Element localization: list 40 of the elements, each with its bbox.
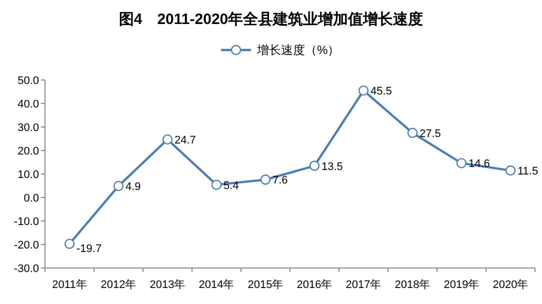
- legend: 增长速度（%）: [221, 43, 340, 57]
- y-tick-label: -10.0: [14, 216, 39, 228]
- x-tick-label: 2014年: [198, 279, 234, 291]
- y-tick-label: -20.0: [14, 240, 39, 252]
- data-label: -19.7: [76, 242, 102, 255]
- data-label: 7.6: [272, 174, 288, 187]
- point: [456, 158, 467, 168]
- x-tick-label: 2020年: [492, 279, 528, 291]
- y-tick-label: -30.0: [14, 263, 39, 275]
- point: [260, 174, 271, 185]
- x-tick-label: 2019年: [444, 279, 480, 291]
- x-tick-label: 2017年: [346, 279, 382, 291]
- data-label: 45.5: [370, 86, 392, 98]
- y-tick-label: 40.0: [18, 98, 39, 110]
- data-label: 27.5: [420, 128, 441, 140]
- x-tick-label: 2016年: [296, 279, 332, 291]
- y-tick-label: 10.0: [18, 169, 39, 181]
- x-tick-label: 2011年: [52, 279, 87, 291]
- y-tick-label: 20.0: [18, 146, 39, 158]
- data-label: 11.5: [518, 165, 538, 178]
- x-tick-label: 2018年: [394, 279, 430, 291]
- x-tick-label: 2013年: [150, 279, 186, 291]
- x-tick-label: 2015年: [248, 279, 284, 291]
- data-label: 24.7: [174, 134, 196, 146]
- point: [309, 160, 320, 171]
- x-tick-label: 2012年: [100, 279, 136, 291]
- y-tick-label: 50.0: [18, 75, 39, 87]
- point: [113, 180, 124, 192]
- legend-label: 增长速度（%）: [256, 43, 340, 57]
- point: [162, 134, 173, 145]
- point: [358, 85, 369, 96]
- data-label: 13.5: [322, 160, 343, 173]
- point: [505, 165, 516, 176]
- point: [64, 238, 75, 249]
- point: [407, 128, 418, 138]
- point: [211, 180, 222, 190]
- y-tick-label: 30.0: [18, 122, 39, 134]
- chart-title: 图4 2011-2020年全县建筑业增加值增长速度: [118, 10, 424, 28]
- y-tick-label: 0.0: [24, 192, 39, 204]
- data-label: 4.9: [126, 180, 141, 193]
